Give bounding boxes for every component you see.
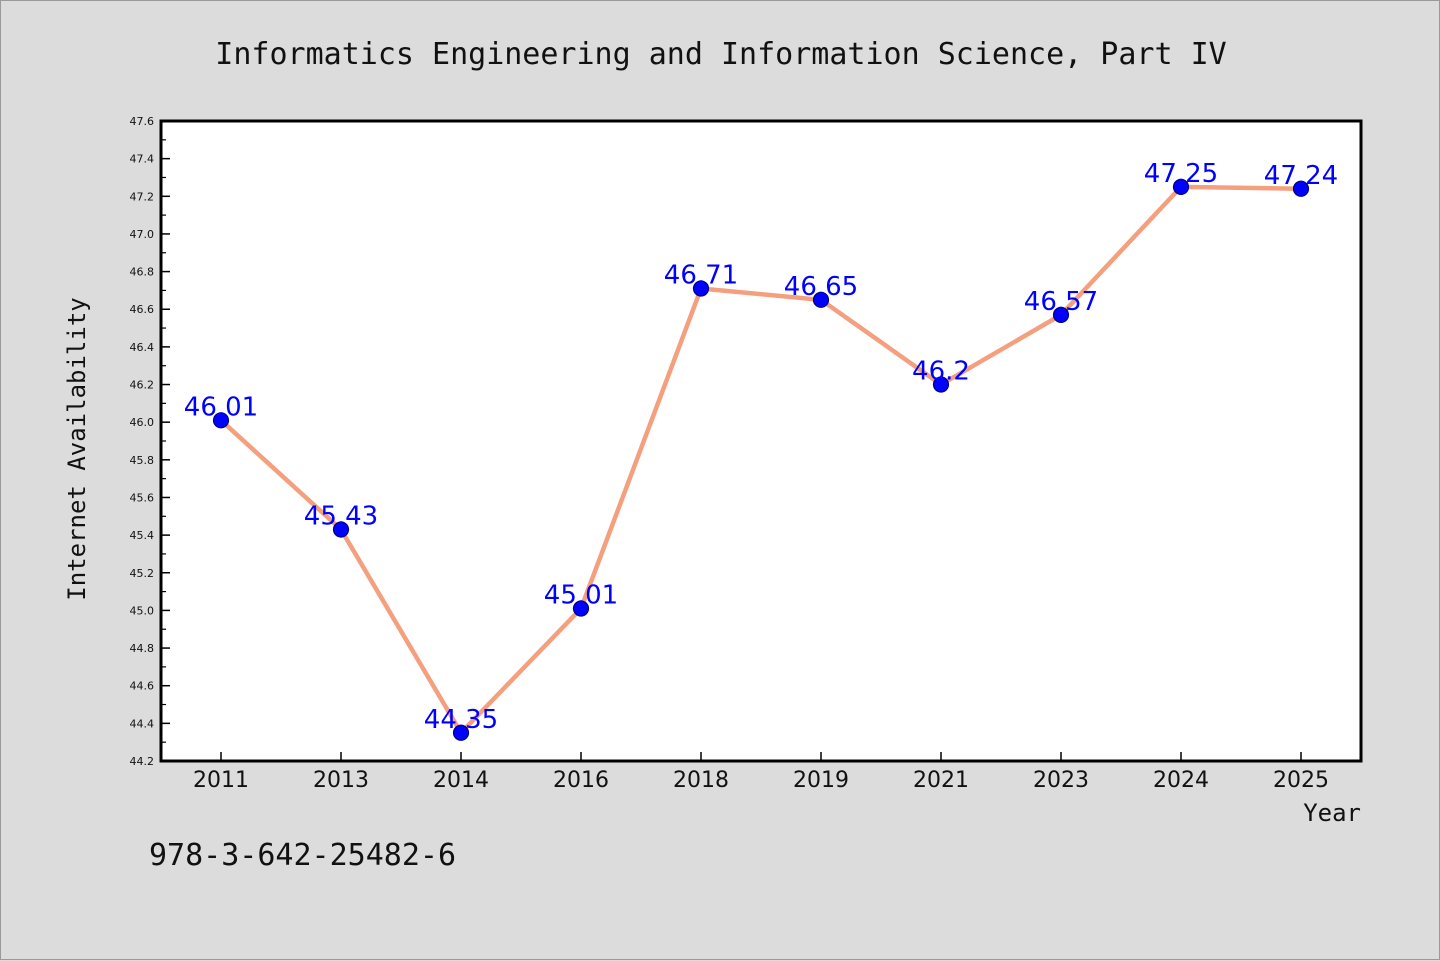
data-point [1292,180,1310,197]
y-tick-label: 46.2 [130,379,155,392]
x-tick-label: 2014 [433,768,489,793]
isbn-footnote: 978-3-642-25482-6 [149,838,456,873]
y-axis: 44.2 44.4 44.6 44.8 45.0 45.2 45.4 45.6 45.8 46.0… [130,115,170,768]
y-tick-label: 46.0 [130,416,155,429]
x-tick-label: 2019 [793,768,849,793]
y-tick-label: 47.0 [130,228,155,241]
chart-title: Informatics Engineering and Information … [215,37,1226,72]
data-label: 47.24 [1264,161,1338,191]
series-line [219,184,1302,736]
x-tick-label: 2025 [1273,768,1329,793]
data-label: 45.43 [304,501,378,531]
data-point [1052,306,1070,323]
x-tick-label: 2021 [913,768,969,793]
y-axis-title: Internet Availability [63,297,91,600]
data-label: 46.71 [664,261,738,291]
data-point [692,280,710,297]
data-label: 44.35 [424,705,498,735]
y-tick-label: 47.2 [130,190,155,203]
y-tick-label: 44.6 [130,680,155,693]
data-point [932,376,950,393]
y-tick-label: 46.4 [130,341,155,354]
data-point [332,521,350,538]
y-tick-label: 46.8 [130,266,155,279]
data-point [572,600,590,617]
x-tick-label: 2024 [1153,768,1209,793]
x-axis-title: Year [1303,799,1361,827]
plot-area [159,119,1363,763]
data-point [1172,178,1190,195]
x-tick-label: 2011 [193,768,249,793]
x-axis: 2011 2013 2014 2016 2018 2019 2021 2023 2024 2025 [193,752,1329,793]
y-tick-label: 47.4 [130,153,155,166]
data-label: 45.01 [544,581,618,611]
y-tick-label: 45.4 [130,529,155,542]
y-tick-label: 45.6 [130,491,155,504]
data-label: 46.2 [912,357,970,387]
data-point [812,291,830,308]
x-tick-label: 2013 [313,768,369,793]
y-tick-label: 44.4 [130,717,155,730]
data-label: 46.65 [784,272,858,302]
x-tick-label: 2016 [553,768,609,793]
series-group [212,178,1310,741]
y-tick-label: 45.8 [130,454,155,467]
y-tick-label: 47.6 [130,115,155,128]
y-tick-label: 46.6 [130,303,155,316]
data-point [452,724,470,741]
x-tick-label: 2018 [673,768,729,793]
data-label: 46.01 [184,392,258,422]
data-label: 47.25 [1144,159,1218,189]
data-point [212,412,230,429]
y-tick-label: 45.0 [130,604,155,617]
data-labels: 46.01 45.43 44.35 45.01 46.71 46.65 46.2 46.57 4… [184,159,1338,735]
y-tick-label: 44.2 [130,755,155,768]
x-tick-label: 2023 [1033,768,1089,793]
y-tick-label: 44.8 [130,642,155,655]
y-tick-label: 45.2 [130,567,155,580]
data-label: 46.57 [1024,287,1098,317]
